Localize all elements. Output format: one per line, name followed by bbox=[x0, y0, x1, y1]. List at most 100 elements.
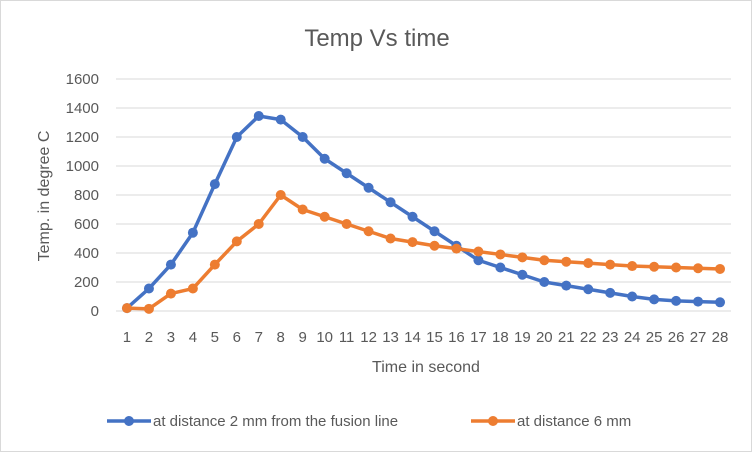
legend-marker bbox=[488, 416, 498, 426]
x-tick-label: 20 bbox=[536, 329, 553, 346]
data-point bbox=[253, 110, 264, 121]
x-tick-label: 11 bbox=[339, 329, 355, 346]
x-tick-label: 27 bbox=[690, 329, 707, 346]
data-point bbox=[385, 197, 396, 208]
data-point bbox=[539, 255, 550, 266]
data-point bbox=[649, 261, 660, 272]
data-point bbox=[341, 168, 352, 179]
legend-label: at distance 6 mm bbox=[517, 413, 631, 430]
x-tick-label: 15 bbox=[426, 329, 443, 346]
data-point bbox=[187, 283, 198, 294]
x-tick-label: 13 bbox=[382, 329, 399, 346]
data-point bbox=[363, 226, 374, 237]
data-point bbox=[605, 287, 616, 298]
data-point bbox=[583, 284, 594, 295]
series-layer bbox=[121, 110, 726, 314]
x-tick-label: 3 bbox=[167, 329, 175, 346]
data-point bbox=[429, 240, 440, 251]
x-tick-label: 18 bbox=[492, 329, 509, 346]
x-tick-label: 10 bbox=[316, 329, 333, 346]
data-point bbox=[275, 114, 286, 125]
data-point bbox=[693, 296, 704, 307]
data-point bbox=[627, 291, 638, 302]
x-tick-label: 14 bbox=[404, 329, 421, 346]
data-point bbox=[605, 259, 616, 270]
data-point bbox=[649, 294, 660, 305]
data-point bbox=[165, 259, 176, 270]
data-point bbox=[495, 262, 506, 273]
data-point bbox=[121, 303, 132, 314]
x-tick-label: 5 bbox=[211, 329, 219, 346]
chart-title: Temp Vs time bbox=[304, 25, 449, 52]
legend-item-2: at distance 6 mm bbox=[471, 413, 631, 430]
series-line bbox=[125, 114, 721, 310]
x-tick-label: 1 bbox=[123, 329, 131, 346]
y-axis-label: Temp. in degree C bbox=[36, 131, 53, 262]
y-tick-label: 1200 bbox=[66, 129, 99, 146]
legend-label: at distance 2 mm from the fusion line bbox=[153, 413, 398, 430]
x-tick-label: 12 bbox=[360, 329, 377, 346]
x-tick-label: 6 bbox=[233, 329, 241, 346]
data-point bbox=[363, 182, 374, 193]
data-point bbox=[187, 227, 198, 238]
data-point bbox=[341, 219, 352, 229]
x-tick-label: 28 bbox=[712, 329, 729, 346]
data-point bbox=[209, 259, 220, 270]
x-axis-label: Time in second bbox=[372, 359, 480, 376]
data-point bbox=[517, 269, 528, 280]
x-tick-label: 9 bbox=[299, 329, 307, 346]
x-tick-label: 25 bbox=[646, 329, 663, 346]
data-point bbox=[539, 277, 550, 287]
data-point bbox=[319, 153, 330, 164]
series-1 bbox=[121, 110, 726, 314]
data-point bbox=[165, 288, 176, 299]
x-axis-ticks: 1 2 3 4 5 6 7 8 9 10 11 12 13 14 15 16 17 18 19 20 21 22 23 24 2… bbox=[123, 329, 729, 346]
data-point bbox=[253, 219, 264, 229]
data-point bbox=[143, 283, 154, 294]
y-tick-label: 400 bbox=[74, 245, 99, 262]
y-tick-label: 1000 bbox=[66, 158, 99, 175]
gridlines bbox=[116, 78, 731, 312]
data-point bbox=[143, 303, 154, 314]
data-point bbox=[451, 243, 462, 254]
legend: at distance 2 mm from the fusion line at … bbox=[107, 413, 631, 430]
x-tick-label: 23 bbox=[602, 329, 619, 346]
data-point bbox=[385, 233, 396, 244]
data-point bbox=[671, 262, 682, 273]
x-tick-label: 17 bbox=[470, 329, 487, 346]
data-point bbox=[583, 258, 594, 269]
x-tick-label: 19 bbox=[514, 329, 531, 346]
data-point bbox=[297, 132, 308, 142]
data-point bbox=[473, 255, 484, 266]
data-point bbox=[671, 295, 682, 306]
data-point bbox=[715, 263, 726, 274]
data-point bbox=[627, 261, 638, 272]
data-point bbox=[495, 249, 506, 260]
data-point bbox=[561, 280, 572, 291]
series-2 bbox=[121, 190, 726, 314]
y-tick-label: 600 bbox=[74, 216, 99, 233]
x-tick-label: 24 bbox=[624, 329, 641, 346]
y-tick-label: 1600 bbox=[66, 71, 99, 88]
data-point bbox=[473, 246, 484, 257]
data-point bbox=[693, 263, 704, 274]
y-tick-label: 0 bbox=[91, 303, 99, 320]
legend-item-1: at distance 2 mm from the fusion line bbox=[107, 413, 398, 430]
data-point bbox=[231, 132, 242, 142]
data-point bbox=[407, 211, 418, 222]
data-point bbox=[297, 204, 308, 215]
data-point bbox=[209, 179, 220, 190]
data-point bbox=[275, 190, 286, 200]
data-point bbox=[407, 237, 418, 248]
x-tick-label: 21 bbox=[558, 329, 575, 346]
data-point bbox=[715, 297, 726, 308]
x-tick-label: 16 bbox=[448, 329, 465, 346]
x-tick-label: 4 bbox=[189, 329, 197, 346]
data-point bbox=[231, 236, 242, 247]
x-tick-label: 8 bbox=[277, 329, 285, 346]
data-point bbox=[517, 252, 528, 263]
y-axis-ticks: 0 200 400 600 800 1000 1200 1400 1600 bbox=[66, 71, 99, 320]
data-point bbox=[561, 256, 572, 267]
